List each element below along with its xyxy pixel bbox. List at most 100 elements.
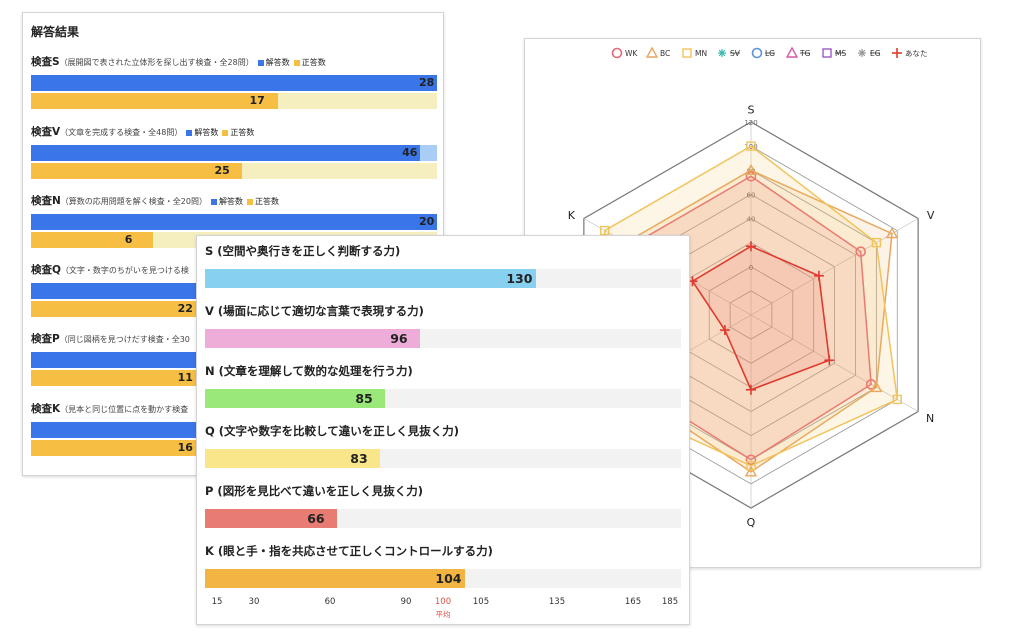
data-point xyxy=(858,49,866,57)
correct-value: 11 xyxy=(177,371,193,384)
test-description: （同じ図柄を見つけだす検査・全30 xyxy=(59,335,190,344)
x-tick-label: 100 xyxy=(434,597,452,607)
answered-value: 46 xyxy=(402,146,418,159)
ability-bar xyxy=(205,449,381,468)
legend-item[interactable]: あなた xyxy=(892,48,928,58)
x-tick-label: 90 xyxy=(400,597,412,607)
ability-value: 130 xyxy=(506,271,533,286)
legend-label: EG xyxy=(870,49,881,58)
legend-swatch xyxy=(186,129,193,136)
radar-axis-label: N xyxy=(926,412,934,425)
answered-bar xyxy=(31,214,437,230)
ability-value: 85 xyxy=(355,391,373,406)
answered-bar-track: 46 xyxy=(31,145,437,161)
ability-bar-track: 83 xyxy=(205,449,681,468)
legend-item[interactable]: MS xyxy=(822,48,846,58)
legend-label: MN xyxy=(695,49,707,58)
data-point xyxy=(745,170,757,182)
radar-axis-label: V xyxy=(927,209,935,222)
legend-swatch xyxy=(222,129,229,136)
ability-bar-track: 96 xyxy=(205,329,681,348)
x-tick-label: 60 xyxy=(324,597,336,607)
data-point xyxy=(744,163,758,175)
correct-value: 16 xyxy=(177,441,193,454)
legend-item[interactable]: WK xyxy=(611,47,639,59)
data-point xyxy=(718,49,726,57)
legend-label: BC xyxy=(660,49,670,58)
legend-answered: 解答数 xyxy=(210,197,243,206)
legend-item[interactable]: TG xyxy=(785,46,811,58)
data-point xyxy=(745,454,757,466)
x-tick-label: 135 xyxy=(548,597,566,607)
test-header: 検査K（見本と同じ位置に点を動かす検査 xyxy=(31,401,188,416)
data-point xyxy=(611,47,623,59)
test-name: 検査V xyxy=(31,126,61,138)
legend-label: LG xyxy=(765,49,775,58)
ability-label: S (空間や奥行きを正しく判断する力) xyxy=(205,244,401,258)
ability-label: N (文章を理解して数的な処理を行う力) xyxy=(205,364,413,378)
legend-correct: 正答数 xyxy=(246,197,279,206)
correct-bar-track: 25 xyxy=(31,163,437,179)
ability-bar xyxy=(205,389,386,408)
radar-axis-label: S xyxy=(748,103,755,116)
data-point xyxy=(855,246,866,257)
radar-axis-label: Q xyxy=(747,516,756,529)
ability-bar xyxy=(205,269,537,288)
radar-tick-label: 60 xyxy=(747,191,756,199)
data-point xyxy=(870,380,883,393)
ability-bar-track: 104 xyxy=(205,569,681,588)
correct-bar xyxy=(31,440,206,456)
data-point xyxy=(885,227,899,239)
test-header: 検査V（文章を完成する検査・全48問） 解答数 正答数 xyxy=(31,124,254,139)
radar-tick-label: 120 xyxy=(744,119,757,127)
legend-item[interactable]: MN xyxy=(682,48,707,58)
radar-spoke xyxy=(750,314,919,412)
test-description: （文字・数字のちがいを見つける検 xyxy=(60,266,189,275)
answered-bar xyxy=(31,145,421,161)
data-point xyxy=(871,237,882,248)
ability-bar-track: 66 xyxy=(205,509,681,528)
ability-label: K (眼と手・指を共応させて正しくコントロールする力) xyxy=(205,544,493,558)
ability-label: P (図形を見比べて違いを正しく見抜く力) xyxy=(205,484,423,498)
test-description: （算数の応用問題を解く検査・全20問） xyxy=(60,197,207,206)
legend-label: TG xyxy=(799,49,811,58)
correct-bar xyxy=(31,163,243,179)
legend-label: WK xyxy=(625,49,638,58)
ability-value: 104 xyxy=(435,571,462,586)
test-description: （見本と同じ位置に点を動かす検査 xyxy=(60,405,189,414)
test-header: 検査N（算数の応用問題を解く検査・全20問） 解答数 正答数 xyxy=(31,193,279,208)
average-label: 平均 xyxy=(435,610,451,619)
ability-bar xyxy=(205,329,421,348)
legend-label: SV xyxy=(730,49,741,58)
legend-item[interactable]: BC xyxy=(645,46,670,58)
legend-item[interactable]: SV xyxy=(718,49,741,58)
ability-bar xyxy=(205,509,338,528)
correct-value: 25 xyxy=(214,164,230,177)
ability-bar xyxy=(205,569,466,588)
correct-bar xyxy=(31,370,206,386)
answered-value: 28 xyxy=(419,76,435,89)
legend-item[interactable]: LG xyxy=(751,47,776,59)
ability-value: 66 xyxy=(307,511,325,526)
legend-item[interactable]: EG xyxy=(858,49,881,58)
data-point xyxy=(785,46,799,58)
radar-spoke xyxy=(750,218,919,316)
legend-correct: 正答数 xyxy=(293,58,326,67)
x-tick-label: 165 xyxy=(624,597,642,607)
data-point xyxy=(751,47,763,59)
correct-value: 6 xyxy=(124,233,133,246)
test-description: （文章を完成する検査・全48問） xyxy=(60,128,183,137)
correct-bar xyxy=(31,93,278,109)
legend-swatch xyxy=(246,198,253,205)
radar-tick-label: 40 xyxy=(747,216,756,224)
correct-bar xyxy=(31,232,153,248)
data-point xyxy=(645,46,659,58)
test-header: 検査P（同じ図柄を見つけだす検査・全30 xyxy=(31,331,190,346)
correct-bar xyxy=(31,301,206,317)
test-description: （展開図で表された立体形を探し出す検査・全28問） xyxy=(59,58,254,67)
x-tick-label: 15 xyxy=(211,597,223,607)
legend-label: あなた xyxy=(905,49,928,58)
ability-label: Q (文字や数字を比較して違いを正しく見抜く力) xyxy=(205,424,459,438)
data-point xyxy=(746,461,756,471)
legend-label: MS xyxy=(835,49,846,58)
